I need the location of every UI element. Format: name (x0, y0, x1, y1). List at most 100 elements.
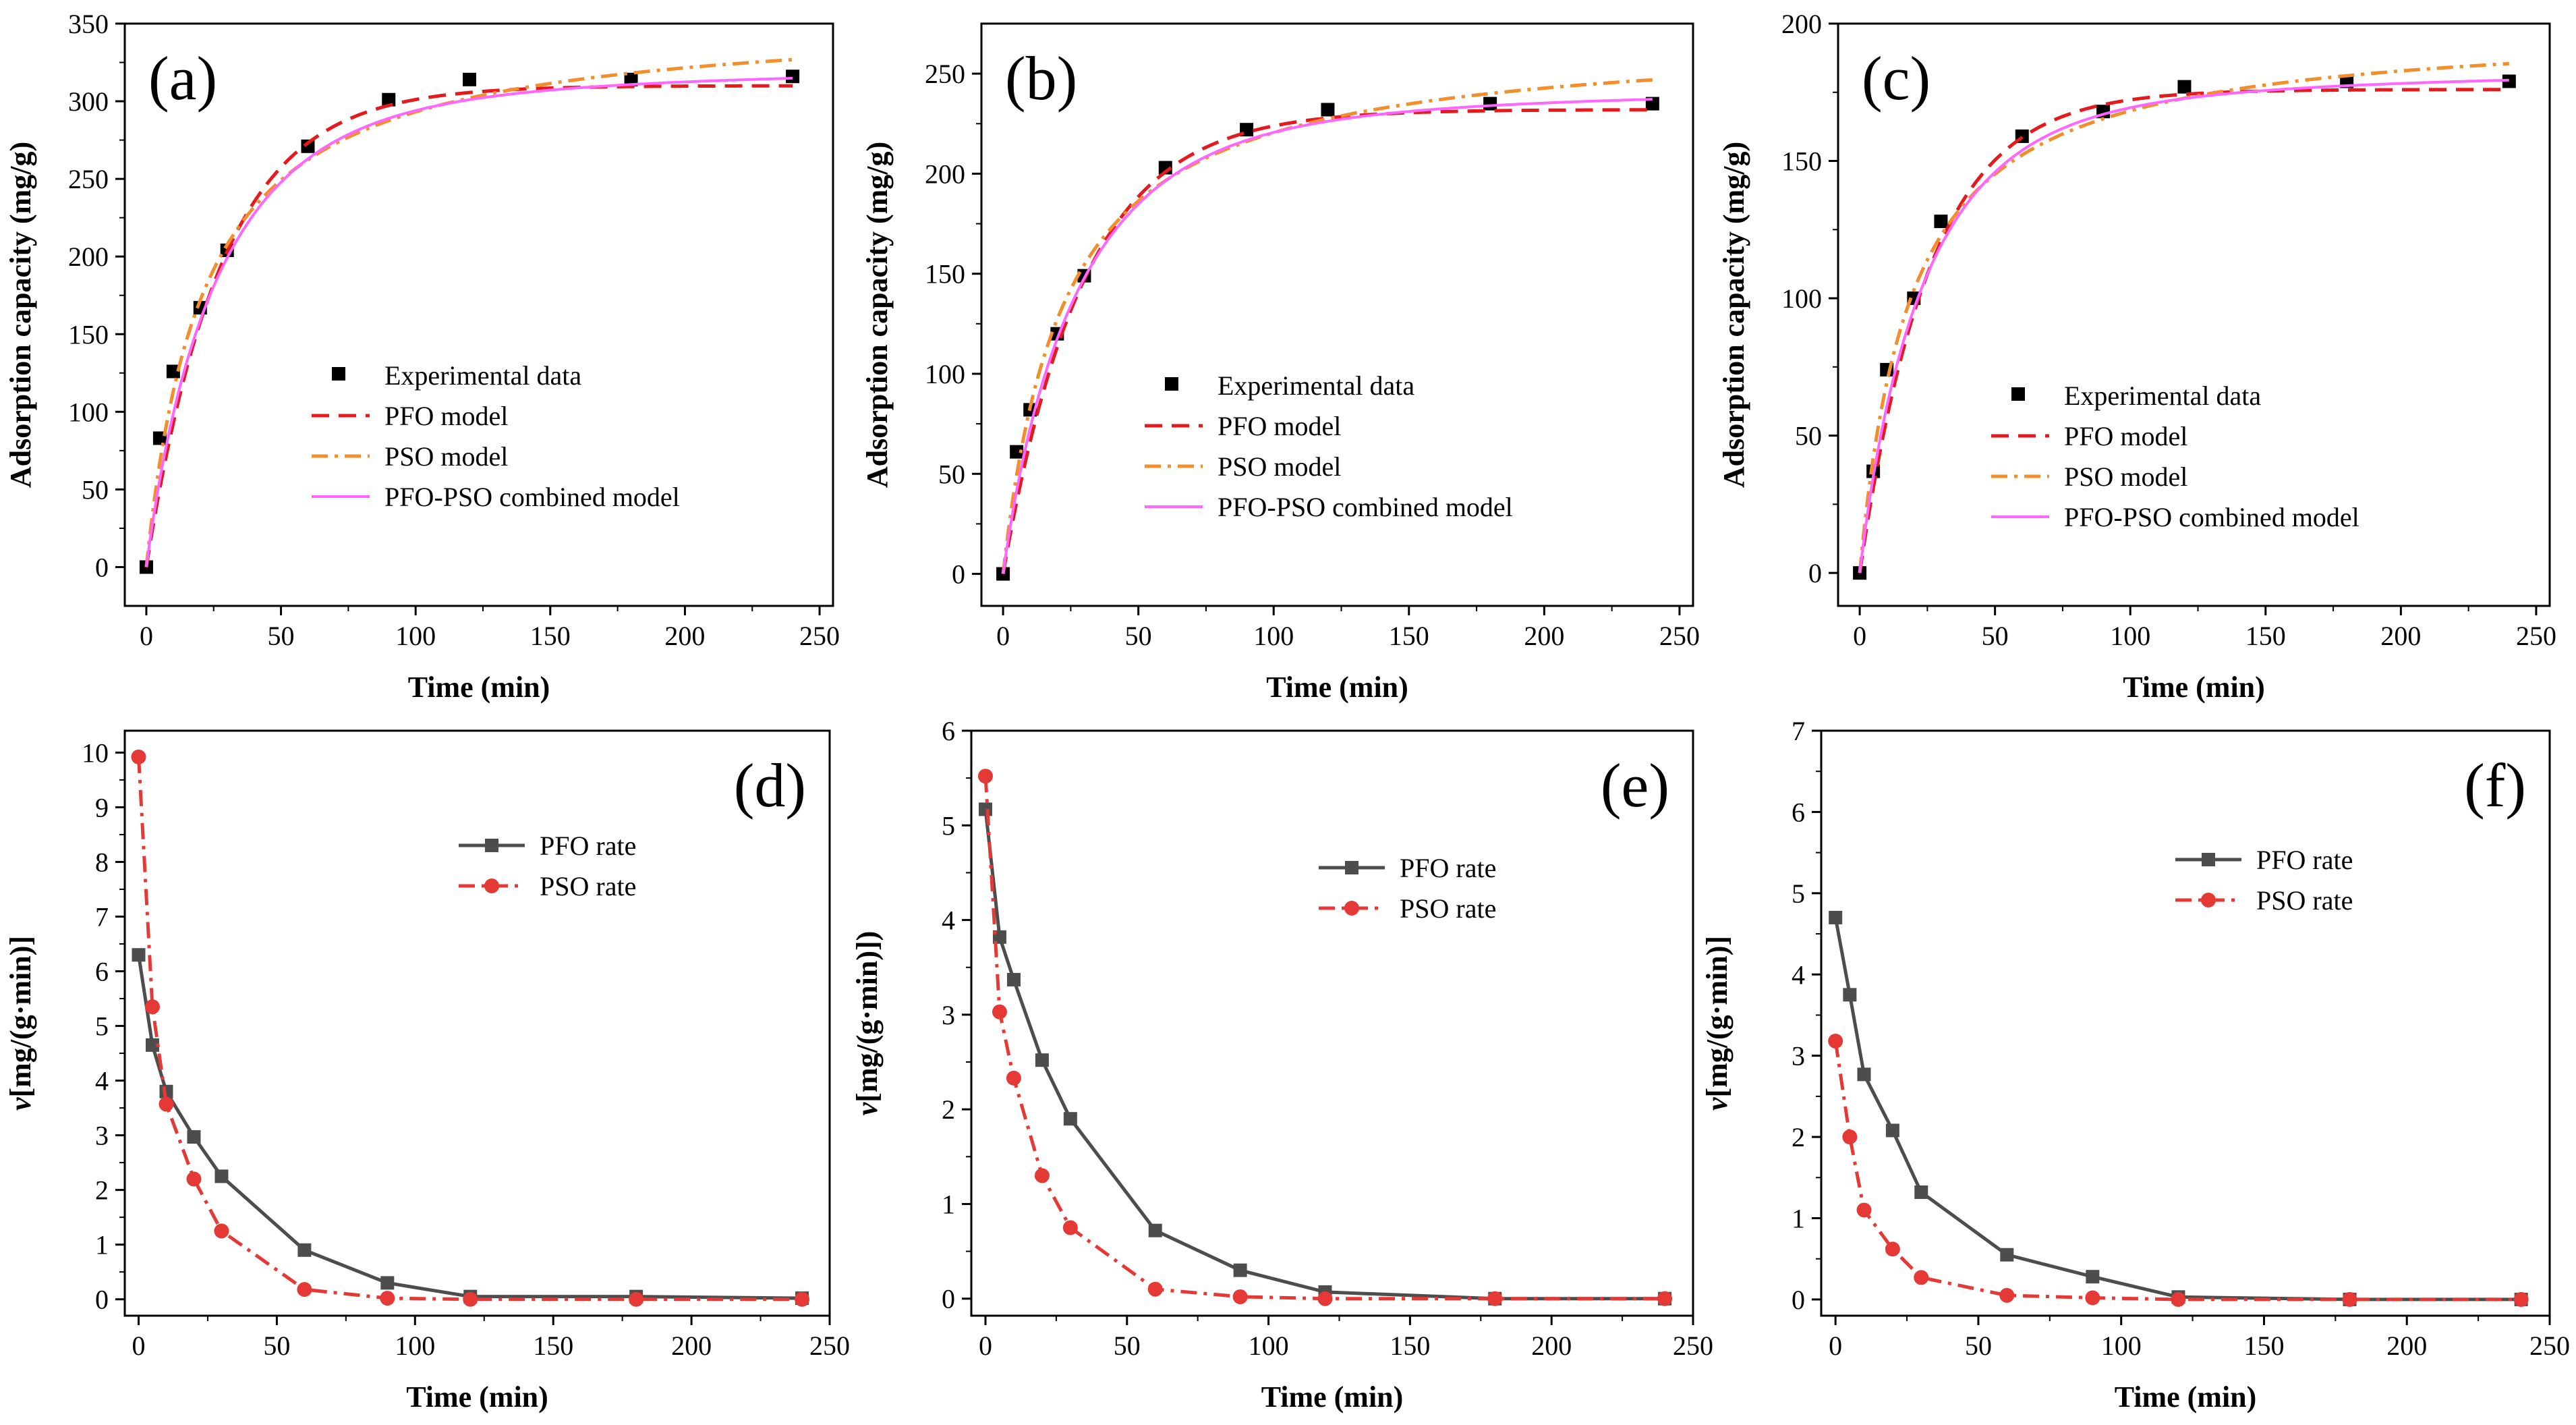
model-curve (1001, 108, 1653, 574)
data-point (166, 364, 180, 379)
x-tick-label: 100 (2110, 621, 2150, 651)
legend-label: PFO model (2064, 421, 2187, 451)
model-curve (144, 76, 793, 567)
rate-point (1147, 1281, 1163, 1297)
plot-area (996, 78, 1659, 581)
x-tick-label: 100 (1253, 621, 1294, 651)
rate-point (380, 1276, 395, 1290)
rate-point (992, 1004, 1007, 1019)
legend-marker (1345, 861, 1358, 874)
legend-marker (1344, 901, 1359, 916)
y-tick-label: 250 (925, 59, 965, 89)
y-axis-title-unit: [mg/(g·min)]) (851, 931, 884, 1102)
panel-label: (e) (1601, 751, 1669, 820)
y-tick-label: 7 (1792, 716, 1805, 746)
y-tick-label: 3 (942, 1000, 955, 1030)
x-axis-title: Time (min) (1261, 1380, 1404, 1414)
rate-point (1885, 1123, 1899, 1138)
rate-point (2171, 1291, 2186, 1307)
y-tick-label: 5 (95, 1011, 109, 1042)
rate-point (1487, 1291, 1503, 1306)
panel-label: (d) (734, 751, 806, 820)
legend-marker (2011, 387, 2025, 401)
legend-item: PSO model (1991, 462, 2187, 492)
legend-label: PFO rate (540, 831, 636, 861)
rate-point (297, 1243, 312, 1257)
model-curve (1001, 78, 1653, 574)
plot-frame (970, 729, 1694, 1317)
legend-label: Experimental data (384, 360, 581, 391)
legend-item: PFO model (1991, 421, 2187, 451)
y-tick-label: 4 (95, 1066, 109, 1096)
x-tick-label: 150 (2245, 621, 2286, 651)
x-tick-label: 0 (979, 1331, 992, 1361)
panel-f: 0 50 100 150 200 250 0 1 2 3 4 5 6 7 Time (min) v[mg/(g… (1700, 716, 2570, 1414)
x-tick-label: 200 (671, 1331, 712, 1361)
x-tick-label: 100 (1249, 1331, 1289, 1361)
rate-line (983, 809, 1665, 1301)
model-curve (1858, 78, 2509, 574)
x-axis-title: Time (min) (2123, 671, 2265, 704)
rate-point (978, 802, 992, 816)
rate-point (159, 1096, 174, 1112)
legend-label: PSO model (2064, 462, 2187, 492)
panel-label: (c) (1862, 44, 1930, 113)
legend-item: PFO-PSO combined model (1991, 502, 2359, 532)
y-tick-label: 6 (1792, 797, 1805, 827)
rate-point (795, 1291, 810, 1307)
plot-area (977, 769, 1673, 1306)
rate-point (1063, 1112, 1077, 1126)
y-tick-label: 200 (925, 159, 965, 189)
y-axis-title-unit: [mg/(g·min)] (1700, 936, 1734, 1098)
rate-point (1857, 1067, 1871, 1082)
legend-item: PFO rate (1319, 853, 1496, 883)
rate-point (1317, 1291, 1333, 1306)
y-tick-label: 0 (1808, 558, 1822, 588)
y-tick-label: 6 (942, 716, 955, 746)
x-tick-label: 150 (1389, 621, 1429, 651)
y-axis-title: v[mg/(g·min)] (4, 936, 37, 1111)
plot-frame (123, 729, 831, 1317)
rate-point (1914, 1270, 1929, 1285)
model-curve (144, 84, 793, 567)
legend-label: PSO rate (2256, 885, 2353, 916)
x-tick-label: 0 (1829, 1331, 1842, 1361)
x-tick-label: 150 (530, 621, 571, 651)
rate-point (1233, 1263, 1247, 1277)
rate-point (1657, 1291, 1673, 1306)
legend-item: Experimental data (2011, 381, 2261, 411)
rate-point (1999, 1287, 2015, 1303)
data-point (2177, 80, 2192, 94)
x-tick-label: 200 (2380, 621, 2421, 651)
rate-point (977, 769, 993, 784)
legend-label: PSO model (1218, 451, 1341, 482)
x-tick-label: 250 (1673, 1331, 1713, 1361)
plot-frame (1820, 729, 2551, 1317)
data-point (996, 567, 1010, 581)
rate-point (2513, 1291, 2529, 1307)
y-tick-label: 250 (68, 164, 109, 194)
x-tick-label: 200 (664, 621, 705, 651)
legend-item: PFO-PSO combined model (312, 482, 680, 512)
y-tick-label: 10 (82, 737, 109, 768)
panel-d: 0 50 100 150 200 250 0 1 2 3 4 5 6 7 8 9 10 Time (min) v[m… (4, 729, 850, 1414)
rate-point (2085, 1290, 2100, 1306)
model-curve (1002, 98, 1653, 574)
y-tick-label: 3 (95, 1121, 109, 1151)
legend-marker (485, 839, 498, 852)
x-tick-label: 250 (2529, 1331, 2570, 1361)
data-point (624, 72, 638, 86)
legend-label: PSO rate (1400, 893, 1496, 924)
rate-point (380, 1291, 395, 1306)
y-tick-label: 300 (68, 86, 109, 117)
data-point (786, 69, 800, 84)
rate-point (1232, 1289, 1248, 1304)
y-tick-label: 0 (95, 552, 109, 582)
legend-item: PFO rate (459, 831, 636, 861)
rate-point (1006, 972, 1021, 986)
y-tick-label: 0 (942, 1284, 955, 1314)
y-tick-label: 8 (95, 847, 109, 877)
y-tick-label: 0 (95, 1285, 109, 1315)
